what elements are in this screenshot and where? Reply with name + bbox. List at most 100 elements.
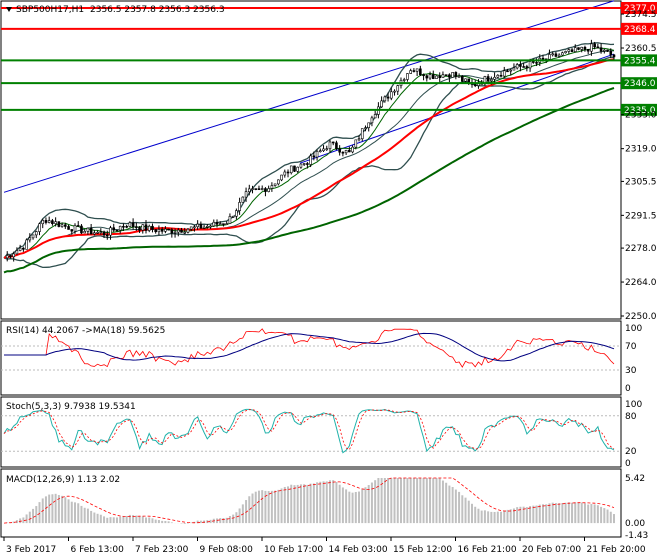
stoch-y-tick-label: 20 (625, 447, 637, 457)
candle-body (528, 61, 532, 69)
candle-body (73, 225, 77, 232)
candle-body (606, 49, 609, 52)
candle-body (296, 166, 300, 172)
candle-body (328, 141, 332, 149)
candle-body (18, 247, 22, 251)
ma-fast-line[interactable] (3, 47, 615, 259)
candle-body (89, 227, 93, 235)
candle-body (257, 188, 261, 190)
stoch-y-tick-label: 0 (625, 459, 631, 469)
rsi-y-tick-label: 70 (625, 342, 637, 352)
candle-body (451, 72, 454, 78)
candle-body (448, 74, 451, 78)
candle-body (264, 188, 267, 192)
level-label-text: 2368.4 (624, 25, 656, 35)
y-tick-label: 2333.0 (625, 111, 657, 121)
candle-body (144, 224, 148, 231)
candle-body (157, 229, 161, 233)
candle-body (409, 70, 412, 74)
macd-y-tick-label: 0.00 (625, 519, 645, 529)
x-tick-label: 16 Feb 21:00 (458, 545, 517, 555)
candle-body (247, 188, 251, 192)
x-tick-label: 6 Feb 13:00 (71, 545, 125, 555)
candle-body (118, 225, 122, 231)
bollinger-lower[interactable] (3, 56, 615, 269)
rsi-y-tick-label: 0 (625, 384, 631, 394)
macd-label: MACD(12,26,9) 1.13 2.02 (6, 475, 120, 485)
y-tick-label: 2319.0 (625, 145, 657, 155)
bollinger-upper[interactable] (3, 42, 615, 259)
candle-body (393, 90, 396, 93)
ma-red-line[interactable] (3, 58, 615, 259)
axes: 2374.5 2360.5 2333.0 2319.0 2305.5 2291.5 2278… (3, 10, 657, 555)
candle-body (370, 117, 374, 124)
candle-body (96, 231, 99, 234)
candle-body (206, 225, 209, 228)
candle-body (60, 224, 64, 227)
candle-body (583, 46, 587, 50)
x-tick-label: 20 Feb 07:00 (522, 545, 581, 555)
y-tick-label: 2291.5 (625, 211, 657, 221)
rsi-line[interactable] (4, 328, 615, 368)
candle-body (128, 222, 132, 227)
candle-body (154, 229, 157, 233)
ma-green-line[interactable] (3, 87, 615, 274)
candle-body (180, 229, 183, 233)
candle-body (512, 67, 516, 71)
candle-body (596, 46, 600, 49)
candle-body (415, 68, 419, 72)
candle-body (419, 68, 422, 76)
candle-body (196, 223, 199, 228)
candle-body (551, 53, 554, 56)
level-label-text: 2355.4 (624, 56, 656, 66)
x-tick-label: 14 Feb 03:00 (329, 545, 388, 555)
candle-body (215, 221, 219, 225)
candle-body (189, 226, 193, 230)
candle-body (251, 188, 254, 190)
collapse-triangle-icon[interactable] (6, 7, 12, 12)
candle-body (561, 52, 564, 56)
candle-body (131, 222, 135, 227)
candle-body (67, 226, 70, 230)
candle-body (396, 85, 400, 92)
candle-body (444, 74, 448, 76)
candle-body (83, 231, 86, 234)
candle-body (102, 231, 106, 236)
candle-body (41, 220, 45, 225)
candle-body (173, 231, 177, 234)
stoch-signal-line[interactable] (3, 409, 615, 451)
rsi-ma-line[interactable] (4, 332, 615, 362)
candle-body (299, 163, 303, 168)
candle-body (454, 72, 458, 77)
stoch-y-tick-label: 80 (625, 412, 637, 422)
bollinger-middle[interactable] (3, 50, 615, 259)
level-label-text: 2346.0 (624, 79, 656, 89)
candle-body (412, 70, 416, 72)
level-label-text: 2335.0 (624, 106, 656, 116)
candle-body (280, 174, 283, 181)
candle-body (360, 128, 364, 140)
candle-body (12, 253, 15, 258)
macd-signal-line[interactable] (3, 477, 615, 524)
candle-body (135, 226, 138, 228)
y-tick-label: 2374.5 (625, 10, 657, 20)
candle-body (590, 43, 593, 52)
candle-body (541, 57, 545, 60)
candle-body (318, 150, 322, 153)
candle-body (183, 231, 187, 234)
candle-body (557, 54, 561, 57)
candle-body (338, 148, 341, 153)
candle-body (28, 237, 32, 241)
candle-body (461, 76, 464, 82)
candle-body (164, 228, 167, 232)
candle-body (138, 227, 141, 231)
candle-body (283, 171, 287, 176)
candle-body (348, 150, 351, 153)
stoch-plot (1, 408, 621, 454)
candle-body (167, 228, 170, 231)
candle-body (496, 74, 500, 78)
channel-upper-line[interactable] (3, 0, 615, 193)
channel-lower-line[interactable] (299, 53, 615, 164)
